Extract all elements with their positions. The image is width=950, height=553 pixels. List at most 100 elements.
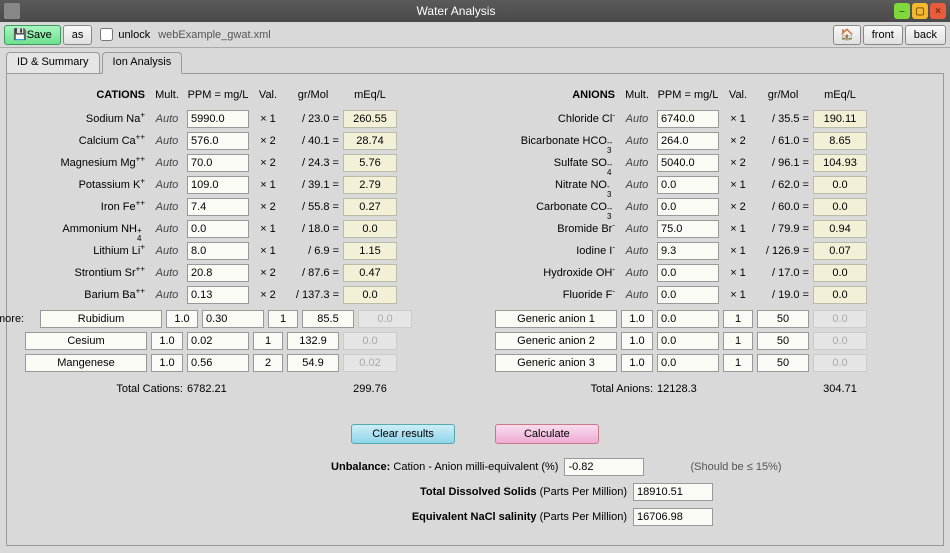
ion-val-input[interactable] [723,310,753,328]
back-button[interactable]: back [905,25,946,45]
ion-label: Calcium Ca++ [25,135,147,147]
ion-ppm-input[interactable] [657,198,719,216]
ion-grmol: / 60.0 = [757,201,809,213]
ion-label: Potassium K+ [25,179,147,191]
ion-ppm-input[interactable] [657,242,719,260]
ion-mult-input[interactable] [621,354,653,372]
ion-val-input[interactable] [253,332,283,350]
ion-grmol: / 40.1 = [287,135,339,147]
unbalance-value[interactable] [564,458,644,476]
tds-value[interactable] [633,483,713,501]
ion-ppm-input[interactable] [187,132,249,150]
ion-mult-input[interactable] [151,354,183,372]
ion-ppm-input[interactable] [657,332,719,350]
ion-name-input[interactable] [25,332,147,350]
ion-ppm-input[interactable] [657,132,719,150]
ion-row: Iron Fe++Auto× 2/ 55.8 =0.27 [25,196,455,218]
total-cations-ppm: 6782.21 [187,383,227,395]
ion-grmol-input[interactable] [757,354,809,372]
ion-meq: 0.0 [343,332,397,350]
ion-mult: Auto [621,179,653,191]
ion-grmol: / 62.0 = [757,179,809,191]
ion-ppm-input[interactable] [187,242,249,260]
ion-grmol: / 39.1 = [287,179,339,191]
ion-label: Strontium Sr++ [25,267,147,279]
ion-grmol: / 18.0 = [287,223,339,235]
ion-mult-input[interactable] [621,332,653,350]
tab-id-summary[interactable]: ID & Summary [6,52,100,74]
ion-val-input[interactable] [723,332,753,350]
unlock-checkbox[interactable] [100,28,113,41]
ion-valence: × 2 [253,135,283,147]
ion-grmol: / 61.0 = [757,135,809,147]
nacl-value[interactable] [633,508,713,526]
ion-label: Chloride Cl- [495,113,617,125]
ion-ppm-input[interactable] [187,110,249,128]
panel-ion-analysis: CATIONS Mult. PPM = mg/L Val. gr/Mol mEq… [6,73,944,546]
titlebar: Water Analysis – ▢ × [0,0,950,22]
front-button[interactable]: front [863,25,903,45]
ion-ppm-input[interactable] [187,286,249,304]
clear-results-button[interactable]: Clear results [351,424,455,444]
ion-row: Calcium Ca++Auto× 2/ 40.1 =28.74 [25,130,455,152]
ion-ppm-input[interactable] [657,354,719,372]
ion-ppm-input[interactable] [657,286,719,304]
save-as-button[interactable]: as [63,25,93,45]
ion-meq: 5.76 [343,154,397,172]
ion-row: Hydroxide OH-Auto× 1/ 17.0 =0.0 [495,262,925,284]
ion-grmol: / 137.3 = [287,289,339,301]
ion-mult-input[interactable] [621,310,653,328]
minimize-icon[interactable]: – [894,3,910,19]
ion-meq: 0.0 [813,286,867,304]
ion-name-input[interactable] [495,354,617,372]
ion-val-input[interactable] [253,354,283,372]
ion-name-input[interactable] [25,354,147,372]
ion-grmol-input[interactable] [287,332,339,350]
save-button[interactable]: 💾 Save [4,25,61,45]
ion-name-input[interactable] [495,310,617,328]
ion-grmol-input[interactable] [757,310,809,328]
ion-grmol-input[interactable] [757,332,809,350]
ion-name-input[interactable] [495,332,617,350]
ion-grmol: / 23.0 = [287,113,339,125]
ion-grmol-input[interactable] [302,310,354,328]
ion-mult-input[interactable] [151,332,183,350]
ion-ppm-input[interactable] [187,332,249,350]
ion-ppm-input[interactable] [202,310,264,328]
tab-ion-analysis[interactable]: Ion Analysis [102,52,183,74]
ion-label: Bicarbonate HCO--3 [495,135,617,147]
ion-mult: Auto [151,135,183,147]
close-icon[interactable]: × [930,3,946,19]
home-button[interactable]: 🏠 [833,25,861,45]
ion-ppm-input[interactable] [657,220,719,238]
ion-ppm-input[interactable] [187,154,249,172]
ion-grmol-input[interactable] [287,354,339,372]
ion-meq: 2.79 [343,176,397,194]
unlock-label: unlock [118,29,150,41]
ion-row: Iodine I-Auto× 1/ 126.9 =0.07 [495,240,925,262]
ion-grmol: / 24.3 = [287,157,339,169]
ion-ppm-input[interactable] [657,110,719,128]
ion-ppm-input[interactable] [657,264,719,282]
maximize-icon[interactable]: ▢ [912,3,928,19]
ion-meq: 0.94 [813,220,867,238]
ion-grmol: / 96.1 = [757,157,809,169]
ion-row: Bromide Br-Auto× 1/ 79.9 =0.94 [495,218,925,240]
ion-val-input[interactable] [268,310,298,328]
ion-ppm-input[interactable] [187,220,249,238]
ion-val-input[interactable] [723,354,753,372]
ion-ppm-input[interactable] [187,354,249,372]
ion-row: Ammonium NH+4Auto× 1/ 18.0 =0.0 [25,218,455,240]
ion-mult: Auto [151,267,183,279]
ion-ppm-input[interactable] [657,154,719,172]
ion-ppm-input[interactable] [657,310,719,328]
ion-ppm-input[interactable] [187,198,249,216]
ion-valence: × 1 [253,113,283,125]
total-cations-label: Total Cations: [25,383,183,395]
ion-ppm-input[interactable] [187,264,249,282]
ion-ppm-input[interactable] [657,176,719,194]
ion-name-input[interactable] [40,310,162,328]
calculate-button[interactable]: Calculate [495,424,599,444]
ion-mult-input[interactable] [166,310,198,328]
ion-ppm-input[interactable] [187,176,249,194]
